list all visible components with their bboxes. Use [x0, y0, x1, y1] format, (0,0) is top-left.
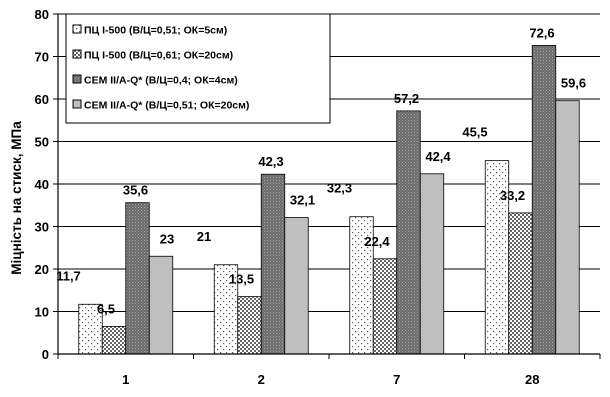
legend-label: CEM II/A-Q* (В/Ц=0,51; ОК=20см)	[84, 100, 249, 112]
tick-labels: 0 10 20 30 40 50 60 70 80 1 2 7 28	[35, 7, 601, 387]
data-label: 21	[197, 229, 211, 244]
data-label: 42,4	[425, 149, 451, 164]
bar	[148, 255, 174, 355]
y-tick-label: 60	[35, 92, 49, 107]
legend-label: CEM II/A-Q* (В/Ц=0,4; ОК=4см)	[84, 75, 238, 87]
x-tick-label: 7	[393, 372, 400, 387]
legend-swatch	[72, 24, 82, 34]
data-label: 59,6	[561, 76, 586, 91]
bar	[125, 202, 150, 355]
y-tick-label: 0	[42, 347, 49, 362]
bar	[101, 325, 127, 355]
y-tick-label: 10	[35, 305, 49, 320]
legend-swatch	[72, 49, 82, 59]
data-label: 35,6	[123, 183, 148, 198]
bar	[284, 217, 309, 355]
data-label: 72,6	[529, 25, 554, 40]
y-tick-label: 40	[35, 177, 49, 192]
data-label: 23	[160, 231, 174, 246]
bar	[396, 110, 421, 355]
bar	[508, 212, 533, 355]
data-label: 11,7	[56, 268, 81, 283]
x-tick-label: 1	[122, 372, 129, 387]
bar	[260, 173, 286, 355]
legend-label: ПЦ I-500 (В/Ц=0,51; ОК=5см)	[84, 25, 227, 37]
y-tick-label: 80	[35, 7, 49, 22]
legend-label: ПЦ I-500 (В/Ц=0,61; ОК=20см)	[84, 50, 233, 62]
data-label: 32,1	[290, 193, 315, 208]
data-label: 32,3	[327, 181, 352, 196]
y-tick-label: 30	[35, 220, 49, 235]
data-labels: 11,7 6,5 35,6 23 21 13,5 42,3 32,1 32,3 22,4 57,2 4…	[56, 25, 586, 316]
legend: ПЦ I-500 (В/Ц=0,51; ОК=5см) ПЦ I-500 (В/Ц…	[65, 13, 331, 124]
y-tick-label: 50	[35, 135, 49, 150]
legend-swatch	[72, 99, 82, 109]
y-tick-label: 20	[35, 262, 49, 277]
data-label: 6,5	[97, 301, 115, 316]
legend-swatch	[72, 74, 82, 84]
data-label: 33,2	[500, 188, 525, 203]
data-label: 13,5	[229, 272, 254, 287]
bar	[555, 100, 580, 355]
y-tick-label: 70	[35, 50, 49, 65]
legend-box	[65, 13, 331, 124]
data-label: 42,3	[258, 154, 283, 169]
bar	[372, 258, 398, 355]
data-label: 45,5	[462, 125, 487, 140]
bar	[531, 45, 557, 355]
y-axis-label: Міцність на стиск, МПа	[9, 121, 24, 275]
data-label: 22,4	[364, 234, 390, 249]
bar	[237, 296, 262, 355]
bar	[419, 173, 445, 355]
x-tick-label: 28	[525, 372, 539, 387]
x-tick-label: 2	[258, 372, 265, 387]
data-label: 57,2	[394, 91, 419, 106]
